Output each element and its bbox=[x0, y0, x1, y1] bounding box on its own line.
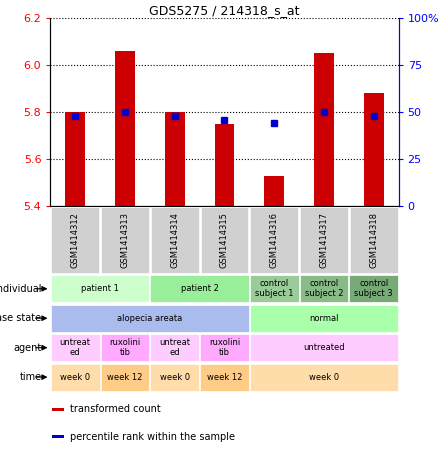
Bar bbox=[150, 334, 199, 361]
Bar bbox=[201, 207, 248, 274]
Bar bbox=[150, 275, 249, 302]
Text: untreat
ed: untreat ed bbox=[60, 338, 91, 357]
Text: control
subject 3: control subject 3 bbox=[354, 279, 393, 299]
Text: week 0: week 0 bbox=[60, 373, 90, 381]
Bar bbox=[51, 275, 149, 302]
Bar bbox=[101, 207, 149, 274]
Text: GSM1414317: GSM1414317 bbox=[319, 212, 328, 268]
Text: GSM1414314: GSM1414314 bbox=[170, 212, 179, 268]
Bar bbox=[51, 305, 249, 332]
Bar bbox=[200, 334, 249, 361]
Bar bbox=[350, 275, 398, 302]
Bar bbox=[250, 364, 398, 390]
Bar bbox=[250, 334, 398, 361]
Text: GSM1414315: GSM1414315 bbox=[220, 212, 229, 268]
Bar bbox=[250, 305, 398, 332]
Text: week 0: week 0 bbox=[160, 373, 190, 381]
Bar bbox=[51, 364, 99, 390]
Bar bbox=[101, 364, 149, 390]
Bar bbox=[165, 112, 185, 206]
Text: week 12: week 12 bbox=[107, 373, 143, 381]
Bar bbox=[264, 176, 284, 206]
Bar bbox=[52, 435, 64, 438]
Bar bbox=[300, 275, 348, 302]
Text: week 12: week 12 bbox=[207, 373, 242, 381]
Text: disease state: disease state bbox=[0, 313, 42, 323]
Text: alopecia areata: alopecia areata bbox=[117, 314, 183, 323]
Bar bbox=[250, 275, 299, 302]
Text: normal: normal bbox=[309, 314, 339, 323]
Bar bbox=[314, 53, 334, 206]
Bar bbox=[51, 207, 99, 274]
Title: GDS5275 / 214318_s_at: GDS5275 / 214318_s_at bbox=[149, 4, 300, 17]
Bar bbox=[52, 408, 64, 411]
Bar bbox=[115, 51, 135, 206]
Bar bbox=[151, 207, 198, 274]
Text: individual: individual bbox=[0, 284, 42, 294]
Text: patient 1: patient 1 bbox=[81, 284, 119, 293]
Bar bbox=[65, 112, 85, 206]
Text: control
subject 2: control subject 2 bbox=[305, 279, 343, 299]
Bar bbox=[300, 207, 348, 274]
Text: GSM1414318: GSM1414318 bbox=[369, 212, 378, 268]
Bar bbox=[101, 334, 149, 361]
Text: ruxolini
tib: ruxolini tib bbox=[209, 338, 240, 357]
Text: percentile rank within the sample: percentile rank within the sample bbox=[70, 432, 234, 442]
Bar bbox=[51, 334, 99, 361]
Text: agent: agent bbox=[14, 342, 42, 353]
Bar bbox=[215, 124, 234, 206]
Text: transformed count: transformed count bbox=[70, 405, 160, 414]
Text: week 0: week 0 bbox=[309, 373, 339, 381]
Text: control
subject 1: control subject 1 bbox=[255, 279, 293, 299]
Text: patient 2: patient 2 bbox=[180, 284, 219, 293]
Bar bbox=[200, 364, 249, 390]
Text: untreated: untreated bbox=[303, 343, 345, 352]
Text: untreat
ed: untreat ed bbox=[159, 338, 190, 357]
Bar bbox=[350, 207, 398, 274]
Text: time: time bbox=[19, 372, 42, 382]
Text: GSM1414313: GSM1414313 bbox=[120, 212, 130, 268]
Bar bbox=[251, 207, 298, 274]
Text: GSM1414316: GSM1414316 bbox=[270, 212, 279, 268]
Text: ruxolini
tib: ruxolini tib bbox=[110, 338, 141, 357]
Text: GSM1414312: GSM1414312 bbox=[71, 212, 80, 268]
Bar bbox=[150, 364, 199, 390]
Bar bbox=[364, 93, 384, 206]
